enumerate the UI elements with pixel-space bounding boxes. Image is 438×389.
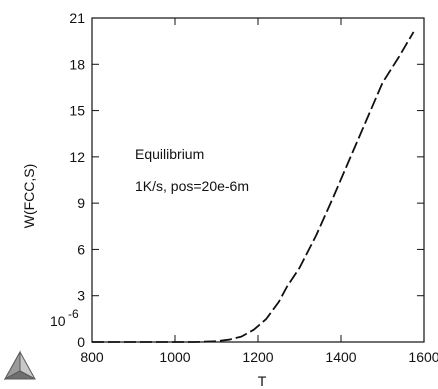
axis-ticks: 800 1000 1200 1400 1600 0 3 6 9 12 15 18 21	[69, 10, 438, 365]
y-tick-label: 15	[69, 103, 85, 119]
y-tick-label: 0	[77, 334, 85, 350]
y-tick-label: 6	[77, 241, 85, 257]
annotation-equilibrium: Equilibrium	[135, 146, 204, 162]
annotation-cooling-rate: 1K/s, pos=20e-6m	[135, 178, 249, 194]
y-multiplier-exponent: -6	[68, 307, 79, 321]
x-tick-label: 1200	[242, 349, 273, 365]
thermo-calc-logo	[3, 350, 36, 381]
y-tick-label: 9	[77, 195, 85, 211]
y-tick-label: 12	[69, 149, 85, 165]
y-tick-label: 3	[77, 288, 85, 304]
series-layer	[92, 31, 415, 343]
x-tick-label: 1000	[159, 349, 190, 365]
y-tick-label: 18	[69, 56, 85, 72]
x-tick-label: 1400	[325, 349, 356, 365]
x-tick-label: 1600	[408, 349, 438, 365]
x-axis-label: T	[258, 373, 267, 389]
x-tick-label: 800	[80, 349, 104, 365]
y-axis-label: W(FCC,S)	[21, 164, 37, 229]
series-line	[92, 31, 415, 343]
y-tick-label: 21	[69, 10, 85, 26]
y-multiplier-base: 10	[50, 313, 66, 329]
